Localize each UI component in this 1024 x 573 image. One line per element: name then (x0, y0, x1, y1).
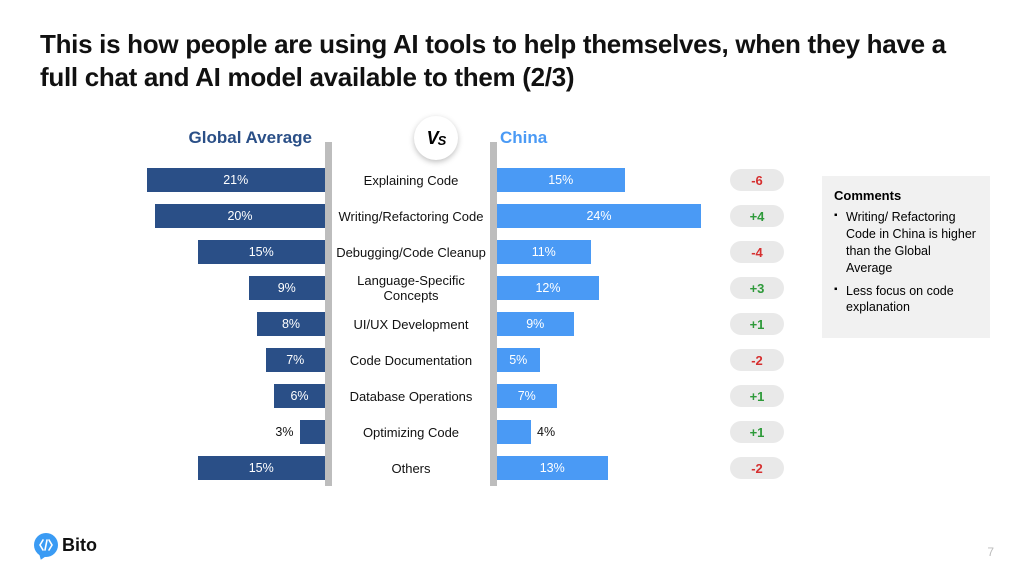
chart-row: 15% Debugging/Code Cleanup 11% -4 (70, 234, 810, 270)
right-bar: 7% (497, 384, 557, 408)
logo-text: Bito (62, 535, 97, 556)
diff-pill: -6 (730, 169, 784, 191)
category-label: Debugging/Code Cleanup (332, 234, 490, 270)
chart-row: 7% Code Documentation 5% -2 (70, 342, 810, 378)
chart-row: 8% UI/UX Development 9% +1 (70, 306, 810, 342)
right-bar-value: 11% (532, 245, 556, 259)
right-bar: 9% (497, 312, 574, 336)
category-label: Database Operations (332, 378, 490, 414)
right-column-header: China (500, 128, 547, 148)
diff-pill: +1 (730, 421, 784, 443)
chart-row: 20% Writing/Refactoring Code 24% +4 (70, 198, 810, 234)
left-bar: 15% (198, 456, 326, 480)
left-bar-value: 21% (223, 173, 248, 187)
chart-row: 3%Optimizing Code4%+1 (70, 414, 810, 450)
right-bar-value: 13% (540, 461, 565, 475)
slide-title: This is how people are using AI tools to… (40, 28, 984, 93)
left-bar: 3% (300, 420, 326, 444)
vs-badge: VS (414, 116, 458, 160)
right-bar-value: 5% (509, 353, 527, 367)
left-bar-value: 20% (227, 209, 252, 223)
comments-heading: Comments (834, 188, 978, 203)
diff-pill: -2 (730, 349, 784, 371)
right-bar: 5% (497, 348, 540, 372)
right-bar: 11% (497, 240, 591, 264)
comments-list: Writing/ Refactoring Code in China is hi… (834, 209, 978, 316)
right-bar-value: 7% (518, 389, 536, 403)
comment-item: Less focus on code explanation (834, 283, 978, 317)
right-bar: 24% (497, 204, 701, 228)
left-bar: 6% (274, 384, 325, 408)
right-bar: 13% (497, 456, 608, 480)
left-bar: 9% (249, 276, 326, 300)
category-label: Language-Specific Concepts (332, 270, 490, 306)
right-bar-value: 4% (537, 425, 555, 439)
diff-pill: +4 (730, 205, 784, 227)
chart-row: 6% Database Operations 7% +1 (70, 378, 810, 414)
chart-rows: 21% Explaining Code 15% -6 20% Writing/Refact… (70, 162, 810, 486)
category-label: Others (332, 450, 490, 486)
category-label: Writing/Refactoring Code (332, 198, 490, 234)
comments-panel: Comments Writing/ Refactoring Code in Ch… (822, 176, 990, 338)
right-bar-value: 12% (535, 281, 560, 295)
right-bar: 12% (497, 276, 599, 300)
left-bar: 21% (147, 168, 326, 192)
right-bar-value: 15% (548, 173, 573, 187)
chart-row: 9% Language-Specific Concepts 12% +3 (70, 270, 810, 306)
page-number: 7 (987, 545, 994, 559)
left-bar: 20% (155, 204, 325, 228)
logo-icon (34, 533, 58, 557)
right-bar: 15% (497, 168, 625, 192)
mirror-bar-chart: Global Average China VS 21% Explaining Co… (70, 128, 810, 486)
right-bar-value: 9% (526, 317, 544, 331)
left-bar-value: 9% (278, 281, 296, 295)
category-label: Optimizing Code (332, 414, 490, 450)
left-column-header: Global Average (189, 128, 312, 148)
column-headers: Global Average China VS (70, 128, 810, 156)
slide: This is how people are using AI tools to… (0, 0, 1024, 573)
left-bar-value: 15% (249, 461, 274, 475)
comment-item: Writing/ Refactoring Code in China is hi… (834, 209, 978, 277)
category-label: Explaining Code (332, 162, 490, 198)
diff-pill: -4 (730, 241, 784, 263)
left-bar-value: 6% (290, 389, 308, 403)
diff-pill: -2 (730, 457, 784, 479)
category-label: UI/UX Development (332, 306, 490, 342)
right-bar: 4% (497, 420, 531, 444)
diff-pill: +1 (730, 385, 784, 407)
left-bar-value: 8% (282, 317, 300, 331)
left-bar-value: 3% (275, 425, 293, 439)
left-bar: 8% (257, 312, 325, 336)
brand-logo: Bito (34, 533, 97, 557)
diff-pill: +3 (730, 277, 784, 299)
left-bar: 15% (198, 240, 326, 264)
left-bar-value: 7% (286, 353, 304, 367)
diff-pill: +1 (730, 313, 784, 335)
chart-row: 21% Explaining Code 15% -6 (70, 162, 810, 198)
left-bar: 7% (266, 348, 326, 372)
category-label: Code Documentation (332, 342, 490, 378)
chart-row: 15% Others 13% -2 (70, 450, 810, 486)
right-bar-value: 24% (586, 209, 611, 223)
left-bar-value: 15% (249, 245, 274, 259)
